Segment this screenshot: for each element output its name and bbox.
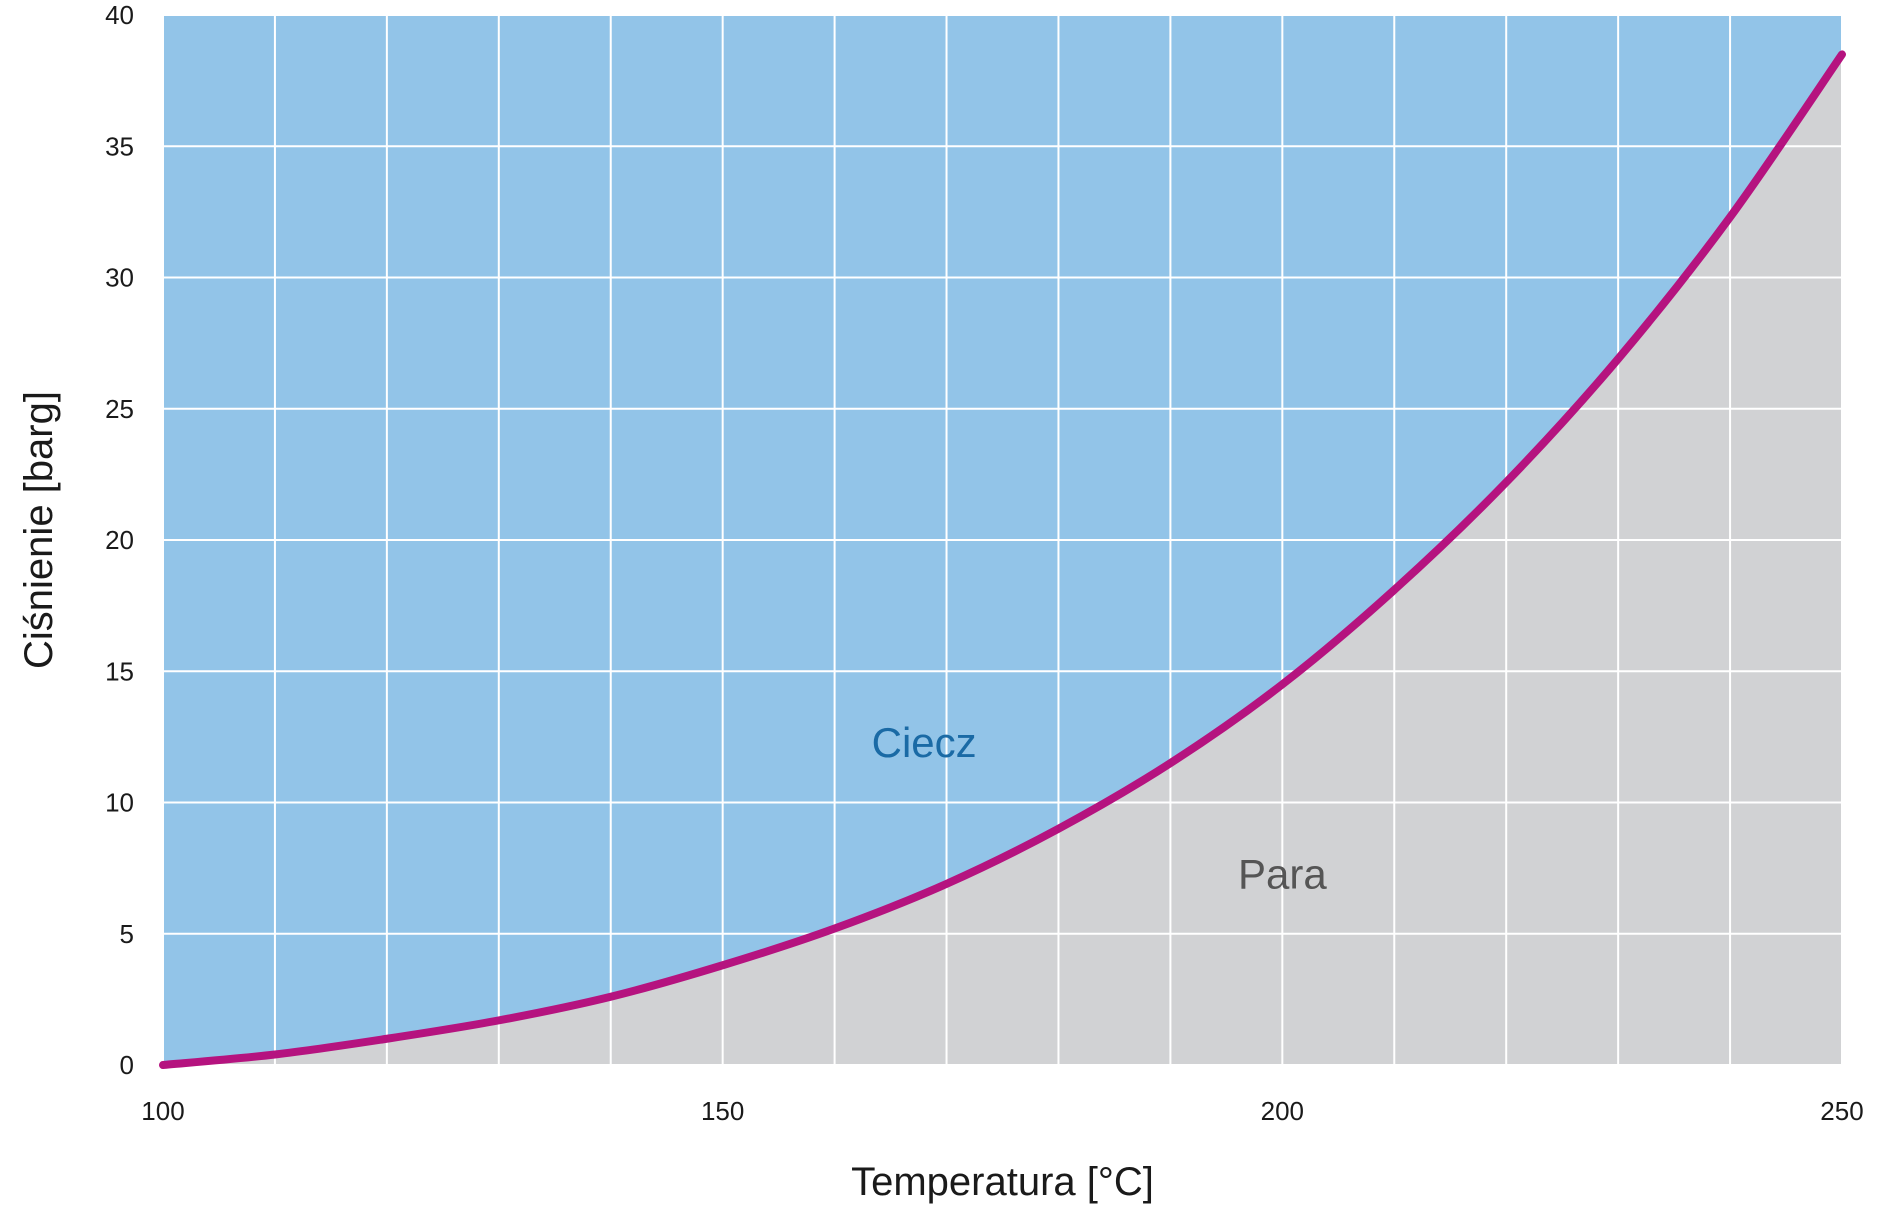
region-label-vapor: Para: [1238, 850, 1327, 897]
y-tick-label: 15: [105, 656, 134, 686]
saturation-curve: [159, 50, 1846, 1069]
y-tick-label: 30: [105, 263, 134, 293]
y-axis-tick-labels: 0 5 10 15 20 25 30 35 40: [105, 0, 134, 1080]
gridlines: [162, 14, 1843, 1066]
y-tick-label: 25: [105, 394, 134, 424]
y-tick-label: 20: [105, 525, 134, 555]
y-tick-label: 10: [105, 788, 134, 818]
x-tick-label: 150: [701, 1096, 744, 1126]
x-axis-title: Temperatura [°C]: [851, 1160, 1154, 1204]
vapor-region-area: [163, 54, 1842, 1065]
y-tick-label: 0: [120, 1050, 134, 1080]
x-tick-label: 250: [1820, 1096, 1863, 1126]
region-label-liquid: Ciecz: [872, 719, 977, 766]
y-tick-label: 5: [120, 919, 134, 949]
x-axis-tick-labels: 100 150 200 250: [141, 1096, 1863, 1126]
x-tick-label: 100: [141, 1096, 184, 1126]
x-tick-label: 200: [1261, 1096, 1304, 1126]
y-axis-title: Ciśnienie [barg]: [17, 391, 61, 669]
y-tick-label: 40: [105, 0, 134, 30]
y-tick-label: 35: [105, 131, 134, 161]
